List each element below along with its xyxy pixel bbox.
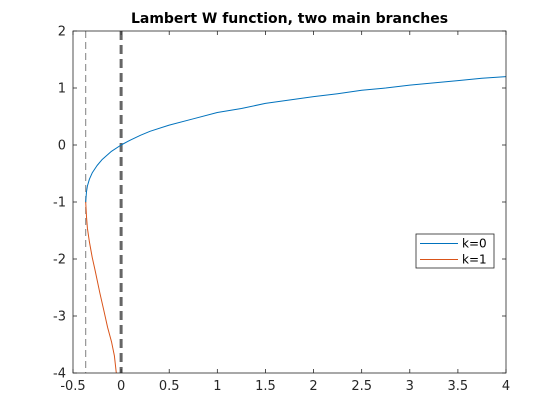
x-tick-label: 1.5 (255, 379, 276, 394)
series-line-k1 (85, 201, 117, 374)
legend-label-k0: k=0 (462, 237, 487, 251)
y-tick-label: -4 (53, 367, 66, 382)
legend-label-k1: k=1 (462, 253, 487, 267)
x-tick-label: 3.5 (448, 379, 469, 394)
x-tick-label: 2.5 (351, 379, 372, 394)
plot-area (73, 31, 506, 373)
x-tick-label: 2 (309, 379, 317, 394)
x-tick-label: 1 (213, 379, 221, 394)
x-tick-label: 4 (502, 379, 510, 394)
y-tick-label: 0 (58, 139, 66, 154)
x-tick-label: -0.5 (60, 379, 85, 394)
y-tick-label: -3 (53, 310, 66, 325)
x-axis-ticks: -0.5 0 0.5 1 1.5 2 2.5 3 3.5 4 (60, 31, 510, 394)
y-axis-ticks: -4 -3 -2 -1 0 1 2 (53, 25, 506, 382)
y-tick-label: -1 (53, 196, 66, 211)
x-tick-label: 0 (117, 379, 125, 394)
series-line-k0 (85, 76, 507, 203)
x-tick-label: 3 (406, 379, 414, 394)
series-lines (85, 76, 507, 374)
x-tick-label: 0.5 (159, 379, 180, 394)
legend-box (415, 233, 495, 269)
y-tick-label: 1 (58, 82, 66, 97)
chart-title: Lambert W function, two main branches (131, 11, 448, 27)
y-tick-label: 2 (58, 25, 66, 40)
legend: k=0 k=1 (415, 233, 495, 269)
y-tick-label: -2 (53, 253, 66, 268)
